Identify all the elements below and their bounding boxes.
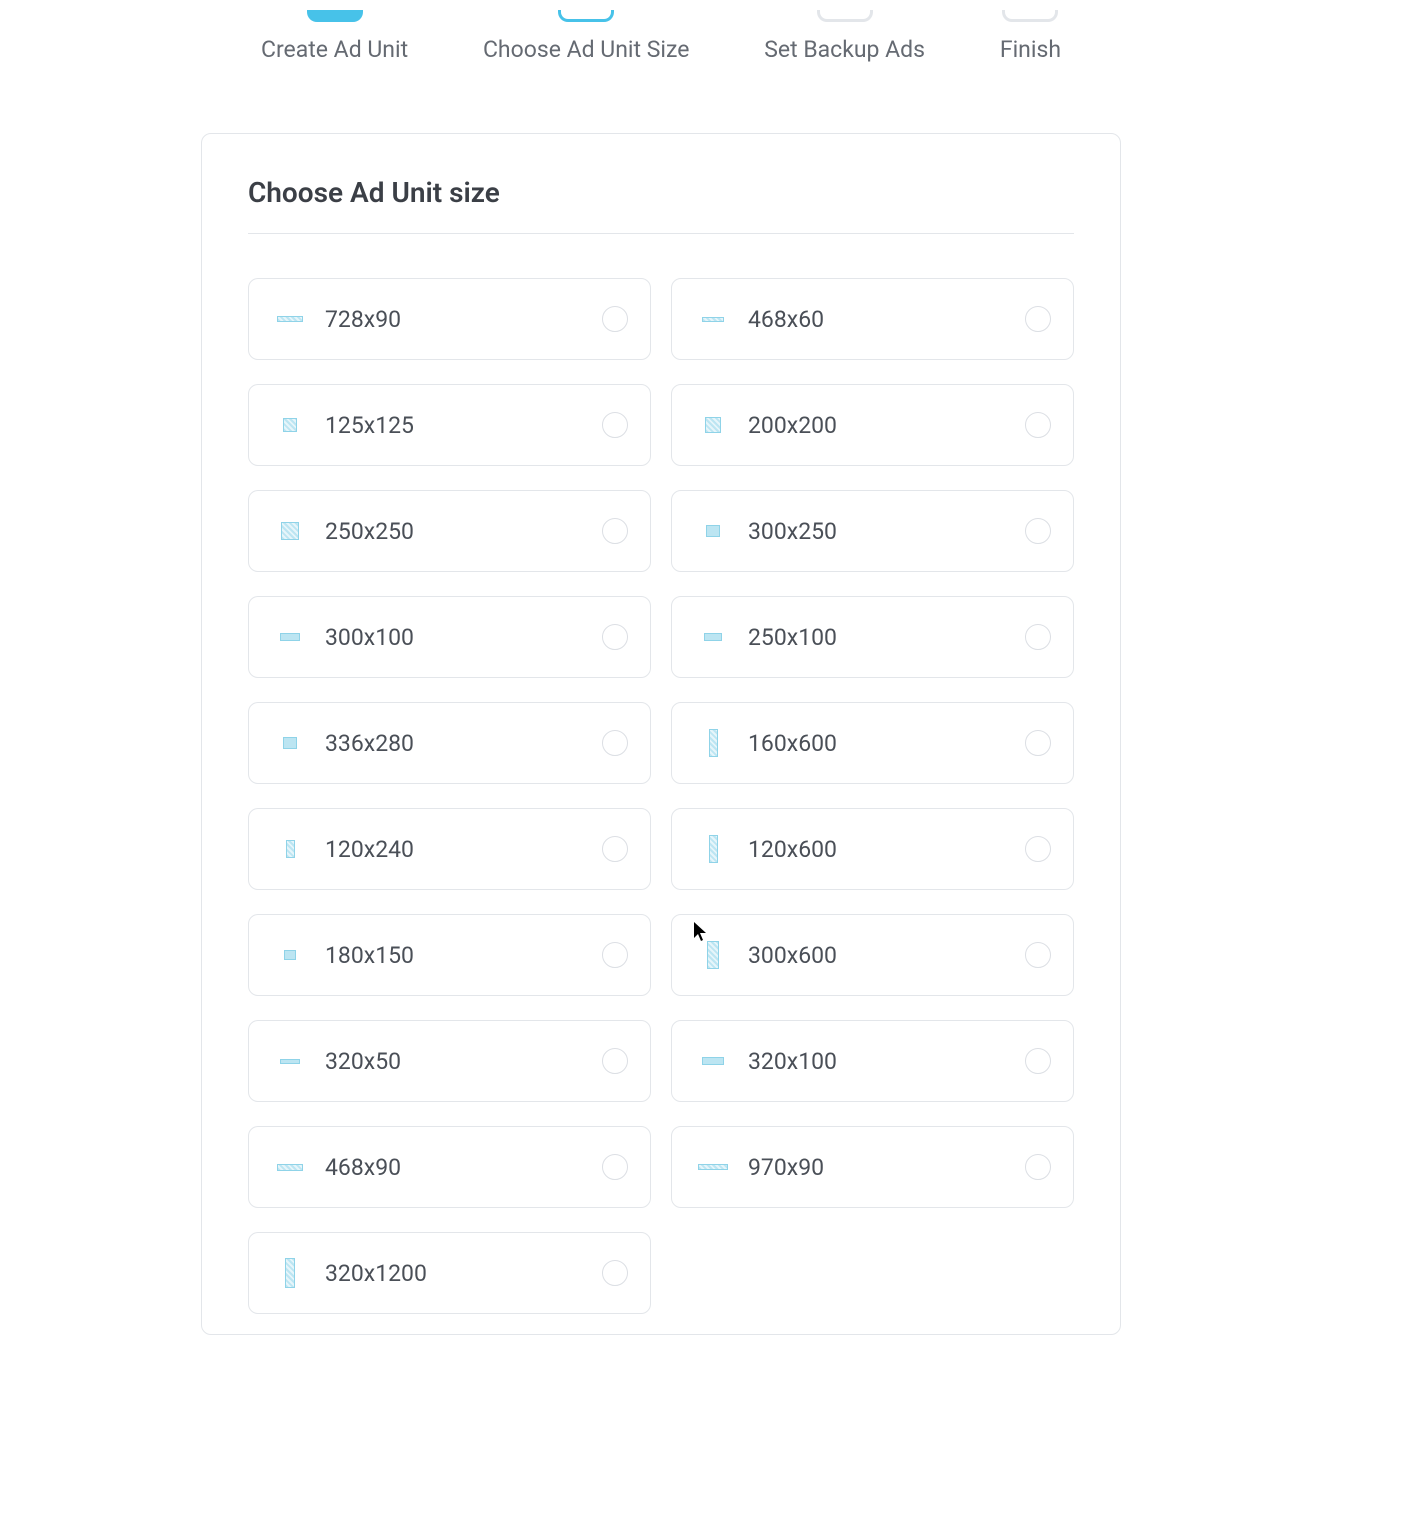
size-radio[interactable] [602, 306, 628, 332]
size-option[interactable]: 468x90 [248, 1126, 651, 1208]
size-radio[interactable] [602, 730, 628, 756]
size-radio[interactable] [602, 1048, 628, 1074]
size-thumbnail-icon [271, 633, 309, 641]
size-thumbnail-icon [694, 1164, 732, 1170]
size-option[interactable]: 125x125 [248, 384, 651, 466]
size-option[interactable]: 300x100 [248, 596, 651, 678]
size-label: 180x150 [325, 942, 602, 969]
size-thumbnail-icon [271, 316, 309, 322]
step-set-backup-ads[interactable]: Set Backup Ads [764, 10, 925, 63]
size-radio[interactable] [1025, 836, 1051, 862]
step-finish[interactable]: Finish [1000, 10, 1061, 63]
size-thumbnail-icon [694, 417, 732, 433]
size-radio[interactable] [602, 624, 628, 650]
step-label: Finish [1000, 36, 1061, 63]
size-option[interactable]: 970x90 [671, 1126, 1074, 1208]
size-option[interactable]: 160x600 [671, 702, 1074, 784]
size-label: 728x90 [325, 306, 602, 333]
size-label: 200x200 [748, 412, 1025, 439]
size-thumbnail-icon [694, 941, 732, 969]
size-thumbnail-icon [271, 522, 309, 540]
step-label: Set Backup Ads [764, 36, 925, 63]
size-label: 120x240 [325, 836, 602, 863]
step-indicator-icon [1002, 10, 1058, 22]
size-label: 160x600 [748, 730, 1025, 757]
size-selection-card: Choose Ad Unit size 728x90 468x60 125x125 2… [201, 133, 1121, 1335]
step-label: Create Ad Unit [261, 36, 408, 63]
size-label: 336x280 [325, 730, 602, 757]
size-label: 320x50 [325, 1048, 602, 1075]
size-label: 125x125 [325, 412, 602, 439]
size-radio[interactable] [1025, 1048, 1051, 1074]
size-label: 468x60 [748, 306, 1025, 333]
size-radio[interactable] [1025, 942, 1051, 968]
size-option[interactable]: 336x280 [248, 702, 651, 784]
size-thumbnail-icon [271, 1164, 309, 1171]
size-radio[interactable] [602, 1260, 628, 1286]
size-thumbnail-icon [271, 840, 309, 858]
size-radio[interactable] [602, 412, 628, 438]
size-option[interactable]: 120x240 [248, 808, 651, 890]
card-title: Choose Ad Unit size [248, 176, 1074, 234]
size-label: 250x250 [325, 518, 602, 545]
size-label: 120x600 [748, 836, 1025, 863]
size-label: 970x90 [748, 1154, 1025, 1181]
size-label: 300x600 [748, 942, 1025, 969]
size-radio[interactable] [602, 1154, 628, 1180]
size-option[interactable]: 250x250 [248, 490, 651, 572]
step-indicator-icon [817, 10, 873, 22]
size-thumbnail-icon [271, 950, 309, 960]
size-thumbnail-icon [271, 1258, 309, 1288]
size-radio[interactable] [1025, 306, 1051, 332]
size-radio[interactable] [602, 518, 628, 544]
size-option[interactable]: 200x200 [671, 384, 1074, 466]
size-option[interactable]: 120x600 [671, 808, 1074, 890]
size-radio[interactable] [1025, 1154, 1051, 1180]
size-thumbnail-icon [271, 418, 309, 432]
size-radio[interactable] [1025, 730, 1051, 756]
size-option[interactable]: 728x90 [248, 278, 651, 360]
size-label: 320x1200 [325, 1260, 602, 1287]
size-option[interactable]: 320x1200 [248, 1232, 651, 1314]
size-label: 468x90 [325, 1154, 602, 1181]
size-option[interactable]: 300x600 [671, 914, 1074, 996]
size-thumbnail-icon [694, 317, 732, 322]
size-label: 250x100 [748, 624, 1025, 651]
size-option[interactable]: 320x100 [671, 1020, 1074, 1102]
size-thumbnail-icon [271, 1059, 309, 1064]
size-label: 300x100 [325, 624, 602, 651]
step-indicator-icon [558, 10, 614, 22]
size-radio[interactable] [1025, 518, 1051, 544]
wizard-steps: Create Ad Unit Choose Ad Unit Size Set B… [231, 10, 1091, 63]
size-option[interactable]: 180x150 [248, 914, 651, 996]
size-thumbnail-icon [271, 737, 309, 749]
size-label: 320x100 [748, 1048, 1025, 1075]
size-thumbnail-icon [694, 633, 732, 641]
size-thumbnail-icon [694, 525, 732, 537]
size-options-grid: 728x90 468x60 125x125 200x200 250x250 300x250… [248, 278, 1074, 1314]
size-radio[interactable] [1025, 412, 1051, 438]
size-thumbnail-icon [694, 1057, 732, 1065]
step-label: Choose Ad Unit Size [483, 36, 689, 63]
size-radio[interactable] [602, 942, 628, 968]
size-label: 300x250 [748, 518, 1025, 545]
size-thumbnail-icon [694, 835, 732, 863]
size-option[interactable]: 468x60 [671, 278, 1074, 360]
size-radio[interactable] [602, 836, 628, 862]
size-radio[interactable] [1025, 624, 1051, 650]
step-create-ad-unit[interactable]: Create Ad Unit [261, 10, 408, 63]
size-option[interactable]: 320x50 [248, 1020, 651, 1102]
size-option[interactable]: 300x250 [671, 490, 1074, 572]
size-thumbnail-icon [694, 729, 732, 757]
step-choose-ad-unit-size[interactable]: Choose Ad Unit Size [483, 10, 689, 63]
size-option[interactable]: 250x100 [671, 596, 1074, 678]
step-indicator-icon [307, 10, 363, 22]
